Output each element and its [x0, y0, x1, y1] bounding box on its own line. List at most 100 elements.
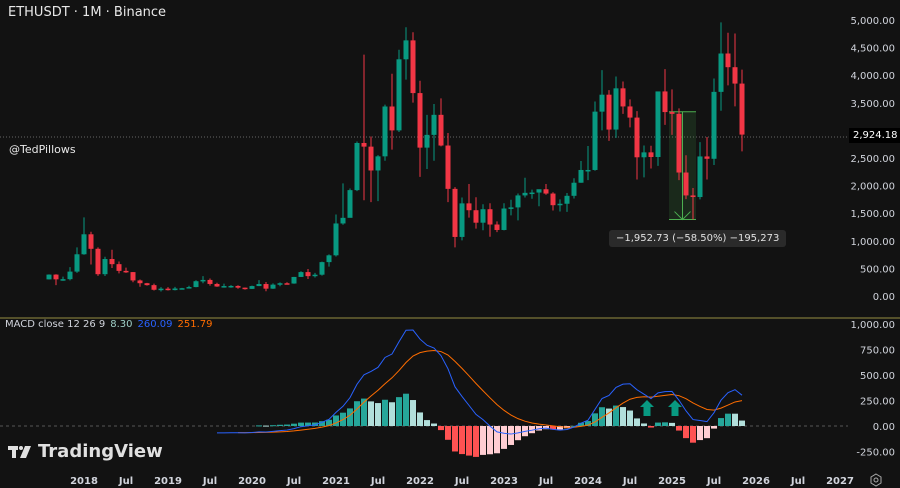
macd-histogram-bar — [466, 426, 472, 456]
time-tick-label: Jul — [370, 476, 385, 487]
macd-histogram-bar — [263, 425, 269, 427]
tradingview-logo[interactable]: TradingView — [8, 441, 163, 462]
macd-histogram-bar — [585, 421, 591, 426]
candle-body — [144, 283, 150, 286]
candle-body — [256, 284, 262, 287]
macd-histogram-bar — [410, 400, 416, 426]
candle-body — [438, 114, 444, 146]
macd-histogram-bar — [501, 426, 507, 449]
macd-tick-label: -250.00 — [856, 448, 895, 459]
macd-histogram-bar — [277, 424, 283, 426]
macd-histogram-bar — [557, 426, 563, 430]
candle-body — [277, 283, 283, 285]
author-watermark: @TedPillows — [9, 143, 76, 156]
macd-histogram-bar — [326, 419, 332, 426]
time-tick-label: 2027 — [826, 476, 854, 487]
candle-body — [494, 224, 500, 230]
candle-body — [459, 203, 465, 237]
macd-histogram-bar — [599, 407, 605, 426]
macd-histogram-bar — [473, 426, 479, 457]
candle-body — [585, 169, 591, 172]
macd-histogram-bar — [431, 423, 437, 426]
macd-legend-macd: 260.09 — [137, 319, 173, 330]
candle-body — [305, 272, 311, 277]
candle-body — [571, 182, 577, 196]
candle-body — [543, 189, 549, 194]
candle-body — [123, 270, 129, 273]
macd-histogram-bar — [445, 426, 451, 440]
candle-body — [536, 189, 542, 193]
time-tick-label: 2020 — [238, 476, 266, 487]
candle-body — [718, 53, 724, 92]
candle-body — [662, 91, 668, 113]
macd-histogram-bar — [571, 425, 577, 427]
macd-histogram-bar — [438, 426, 444, 431]
macd-histogram-bar — [417, 412, 423, 426]
candle-body — [704, 156, 710, 159]
macd-histogram-bar — [389, 402, 395, 426]
candle-body — [480, 209, 486, 223]
candle-body — [60, 279, 66, 281]
macd-histogram-bar — [662, 422, 668, 426]
macd-histogram-bar — [620, 407, 626, 426]
candle-body — [368, 146, 374, 171]
macd-line — [216, 329, 743, 435]
arrow-up-icon — [668, 400, 682, 416]
time-tick-label: Jul — [202, 476, 217, 487]
candle-body — [739, 83, 745, 135]
candle-body — [179, 288, 185, 290]
price-tick-label: 1,000.00 — [850, 237, 895, 248]
macd-histogram-bar — [697, 426, 703, 441]
candle-body — [347, 190, 353, 218]
candle-body — [46, 274, 52, 280]
macd-histogram-bar — [655, 422, 661, 426]
candle-body — [550, 193, 556, 206]
candle-body — [690, 195, 696, 198]
time-tick-label: 2023 — [490, 476, 518, 487]
candle-body — [627, 106, 633, 118]
measure-label: −1,952.73 (−58.50%) −195,273 — [609, 230, 787, 247]
time-tick-label: 2018 — [70, 476, 98, 487]
candle-body — [214, 283, 220, 287]
candle-body — [319, 262, 325, 275]
candle-body — [291, 276, 297, 284]
macd-histogram-bar — [298, 422, 304, 426]
candle-body — [158, 288, 164, 291]
price-tick-label: 4,500.00 — [850, 44, 895, 55]
candle-body — [242, 287, 248, 290]
macd-legend[interactable]: MACD close 12 26 9 8.30 260.09 251.79 — [5, 319, 218, 330]
candle-body — [417, 93, 423, 148]
candle-body — [606, 94, 612, 130]
macd-histogram-bar — [494, 426, 500, 454]
measure-tool[interactable] — [669, 111, 696, 221]
candle-body — [263, 284, 269, 289]
candle-body — [641, 152, 647, 158]
macd-histogram-bar — [690, 426, 696, 443]
price-axis: 5,000.00 4,500.00 4,000.00 3,500.00 2,500.00… — [850, 16, 895, 303]
macd-histogram-bar — [403, 393, 409, 426]
price-tick-label: 3,500.00 — [850, 99, 895, 110]
macd-histogram-bar — [256, 425, 262, 427]
candle-body — [298, 272, 304, 277]
macd-histogram-bar — [459, 426, 465, 455]
macd-histogram-bar — [452, 426, 458, 452]
macd-histogram-bar — [725, 413, 731, 426]
price-tick-label: 4,000.00 — [850, 71, 895, 82]
candle-body — [200, 279, 206, 282]
candle-body — [235, 285, 241, 288]
macd-histogram-bar — [396, 397, 402, 426]
candle-body — [487, 209, 493, 225]
candle-body — [445, 145, 451, 189]
candle-body — [648, 152, 654, 158]
time-tick-label: 2021 — [322, 476, 350, 487]
price-tick-label: 5,000.00 — [850, 16, 895, 27]
macd-histogram-bar — [550, 426, 556, 430]
macd-histogram-bar — [683, 426, 689, 439]
candle-body — [109, 259, 115, 265]
settings-gear-icon[interactable] — [870, 473, 882, 487]
candle-body — [333, 223, 339, 256]
candle-body — [207, 279, 213, 284]
macd-histogram-bar — [711, 426, 717, 429]
candle-body — [578, 169, 584, 183]
